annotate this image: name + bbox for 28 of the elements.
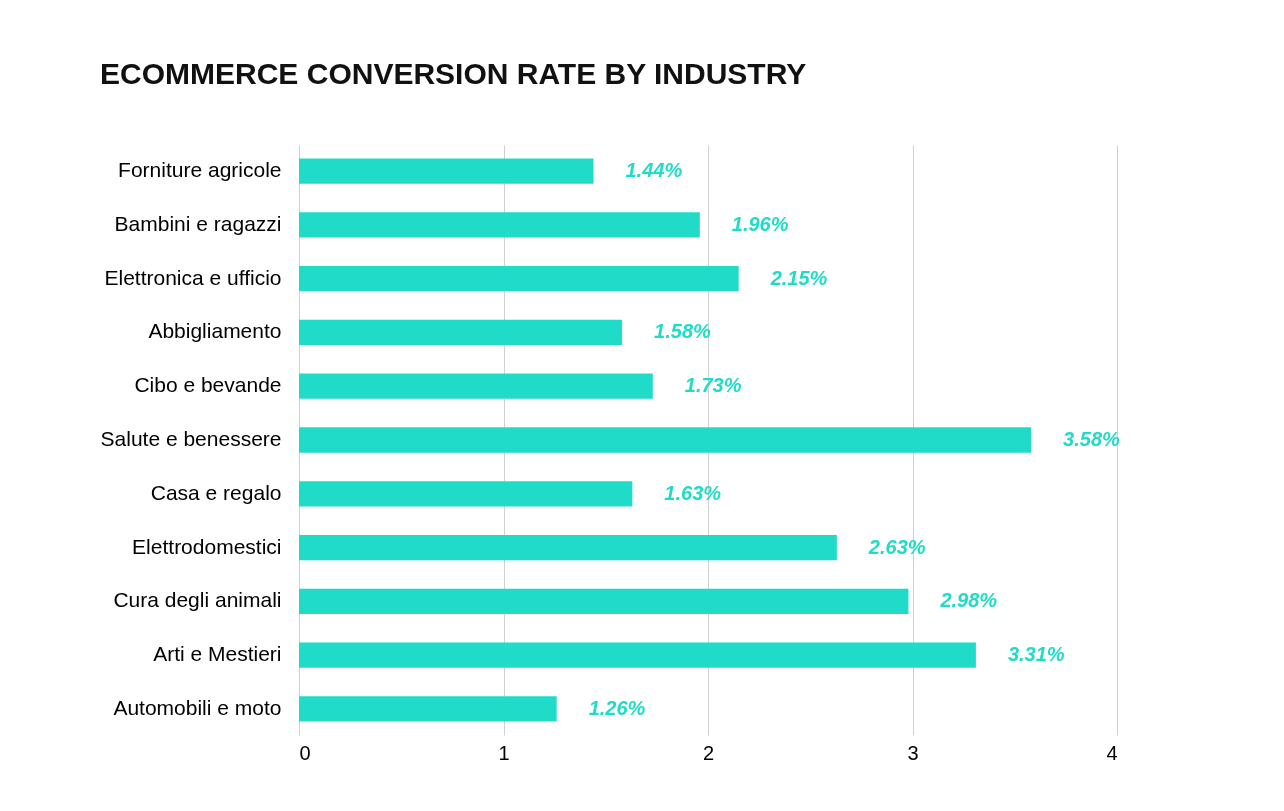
y-tick-label: Casa e regalo bbox=[150, 480, 282, 504]
y-tick-label: Elettrodomestici bbox=[132, 534, 282, 558]
data-label: 2.15% bbox=[769, 266, 828, 289]
data-label: 1.26% bbox=[588, 696, 646, 719]
y-tick-label: Salute e benessere bbox=[100, 427, 282, 450]
y-tick-label: Automobili e moto bbox=[113, 695, 282, 719]
x-tick-label: 2 bbox=[702, 741, 715, 764]
y-tick-label: Cibo e bevande bbox=[134, 373, 282, 397]
data-label: 1.73% bbox=[684, 374, 742, 397]
x-tick-label: 1 bbox=[498, 741, 510, 764]
data-label: 3.31% bbox=[1007, 643, 1065, 666]
data-label: 3.58% bbox=[1063, 428, 1121, 450]
x-tick-label: 0 bbox=[299, 741, 311, 764]
data-label: 1.96% bbox=[731, 212, 789, 235]
x-tick-label: 4 bbox=[1106, 741, 1118, 764]
data-label: 1.58% bbox=[654, 320, 712, 343]
y-tick-label: Elettronica e ufficio bbox=[104, 265, 282, 289]
y-tick-label: Arti e Mestieri bbox=[153, 642, 282, 666]
y-tick-label: Cura degli animali bbox=[113, 588, 282, 612]
y-tick-label: Forniture agricole bbox=[118, 158, 282, 182]
x-tick-label: 3 bbox=[907, 741, 919, 764]
data-label: 2.63% bbox=[867, 535, 926, 558]
y-tick-label: Abbigliamento bbox=[148, 319, 282, 343]
chart-title: ECOMMERCE CONVERSION RATE BY INDUSTRY bbox=[100, 57, 807, 90]
data-label: 1.63% bbox=[664, 481, 722, 504]
data-label: 1.44% bbox=[625, 159, 683, 182]
data-label: 2.98% bbox=[939, 589, 998, 612]
y-tick-label: Bambini e ragazzi bbox=[114, 211, 282, 235]
